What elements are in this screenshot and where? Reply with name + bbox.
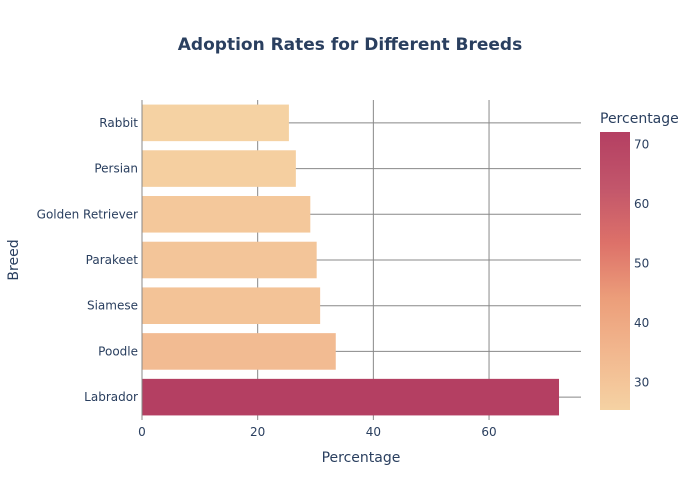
colorbar-tick-label: 40 bbox=[634, 316, 649, 330]
bar bbox=[142, 378, 560, 416]
colorbar-title: Percentage bbox=[600, 111, 679, 127]
bar bbox=[142, 150, 296, 187]
y-tick-label: Labrador bbox=[84, 390, 138, 404]
y-tick-label: Persian bbox=[94, 162, 138, 176]
y-axis-title: Breed bbox=[6, 239, 22, 280]
bar bbox=[142, 104, 289, 142]
x-tick-label: 40 bbox=[366, 425, 381, 439]
x-tick-label: 20 bbox=[250, 425, 265, 439]
x-tick-label: 0 bbox=[138, 425, 146, 439]
bar bbox=[142, 287, 321, 324]
chart-title: Adoption Rates for Different Breeds bbox=[178, 35, 522, 55]
colorbar-tick-label: 50 bbox=[634, 257, 649, 271]
colorbar-tick-label: 70 bbox=[634, 138, 649, 152]
x-axis-title: Percentage bbox=[322, 450, 401, 466]
colorbar: Percentage 30 40 50 60 70 bbox=[600, 111, 679, 410]
y-tick-label: Poodle bbox=[98, 344, 138, 358]
colorbar-tick-label: 30 bbox=[634, 376, 649, 390]
bar bbox=[142, 333, 336, 370]
colorbar-gradient bbox=[600, 132, 630, 410]
x-tick-label: 60 bbox=[481, 425, 496, 439]
y-tick-label: Golden Retriever bbox=[37, 207, 138, 221]
y-tick-label: Siamese bbox=[87, 299, 138, 313]
colorbar-tick-label: 60 bbox=[634, 197, 649, 211]
bar bbox=[142, 241, 317, 279]
y-tick-label: Parakeet bbox=[86, 253, 139, 267]
y-tick-label: Rabbit bbox=[99, 116, 138, 130]
plot-area: Labrador Poodle Siamese Parakeet Golden Retr… bbox=[37, 100, 581, 439]
bar bbox=[142, 196, 311, 233]
